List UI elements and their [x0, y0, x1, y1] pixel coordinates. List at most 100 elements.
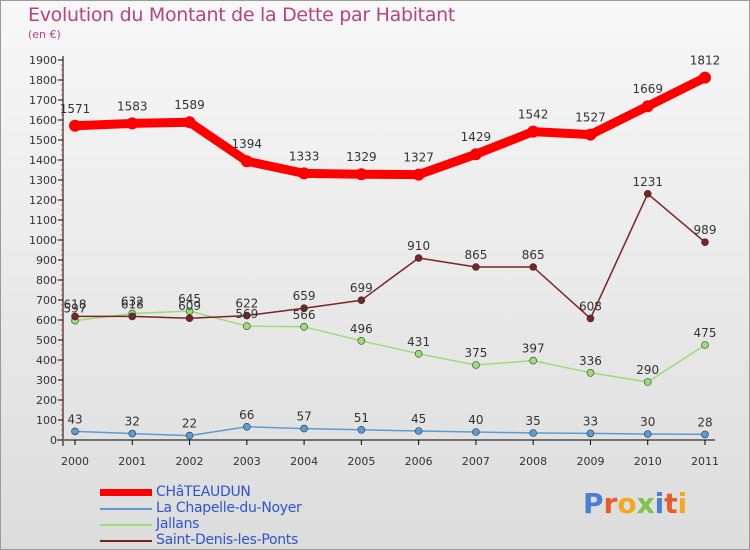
data-point [243, 311, 251, 320]
data-label: 618 [64, 297, 87, 311]
data-label: 1231 [632, 175, 663, 189]
data-label: 1327 [403, 151, 434, 165]
data-label: 645 [178, 292, 201, 306]
data-point [357, 296, 366, 305]
x-tick-label: 2000 [61, 455, 89, 468]
legend-swatch [100, 489, 152, 496]
data-point [357, 336, 366, 345]
series-line [74, 193, 706, 320]
y-tick-label: 1500 [29, 134, 57, 147]
data-point [298, 167, 311, 180]
data-label: 1429 [461, 130, 492, 144]
data-label: 1812 [690, 54, 721, 68]
data-point [240, 155, 253, 168]
data-point [414, 349, 423, 358]
x-tick-label: 2009 [576, 455, 604, 468]
data-point [469, 148, 482, 161]
data-label: 1527 [575, 111, 606, 125]
data-label: 35 [526, 414, 541, 428]
chart-title: Evolution du Montant de la Dette par Hab… [28, 4, 456, 26]
data-label: 632 [121, 295, 144, 309]
data-point [126, 117, 139, 130]
data-point [701, 238, 709, 246]
x-tick-label: 2004 [290, 455, 318, 468]
x-tick-label: 2005 [347, 455, 375, 468]
data-label: 1394 [232, 137, 263, 151]
x-tick-label: 2002 [176, 455, 204, 468]
data-label: 609 [178, 299, 201, 313]
data-point [586, 429, 595, 438]
data-label: 43 [67, 412, 82, 426]
x-tick-label: 2010 [634, 455, 662, 468]
data-label: 597 [64, 302, 87, 316]
logo-letter: r [603, 487, 618, 520]
data-label: 989 [694, 223, 717, 237]
legend-label: La Chapelle-du-Noyer [156, 500, 302, 516]
data-point [69, 119, 81, 132]
y-tick-label: 1000 [29, 234, 57, 247]
data-point [185, 314, 194, 323]
data-point [300, 322, 308, 331]
data-point [472, 361, 480, 369]
data-point [529, 263, 537, 271]
data-label: 1571 [60, 102, 91, 116]
data-point [185, 431, 194, 440]
data-point [414, 427, 423, 435]
data-label: 865 [464, 248, 487, 262]
y-tick-label: 1700 [29, 94, 57, 107]
data-point [529, 429, 537, 437]
data-point [586, 368, 595, 377]
y-tick-label: 900 [36, 254, 57, 267]
data-point [414, 254, 423, 262]
y-tick-label: 300 [36, 374, 57, 387]
proxiti-logo: Proxiti [583, 487, 687, 520]
data-label: 1669 [632, 82, 663, 96]
data-label: 28 [697, 415, 712, 429]
data-point [243, 322, 251, 331]
data-label: 66 [239, 408, 254, 422]
logo-letter: P [583, 487, 604, 520]
data-label: 57 [296, 410, 311, 424]
legend-label: CHâTEAUDUN [156, 484, 251, 500]
data-label: 865 [522, 248, 545, 262]
x-tick-label: 2001 [118, 455, 146, 468]
data-label: 22 [182, 417, 197, 431]
y-tick-label: 1800 [29, 74, 57, 87]
y-tick-label: 600 [36, 314, 57, 327]
data-point [357, 425, 366, 434]
data-label: 40 [468, 413, 483, 427]
x-tick-label: 2008 [519, 455, 547, 468]
y-tick-label: 1100 [29, 214, 57, 227]
data-point [701, 341, 709, 349]
data-label: 1583 [117, 99, 148, 113]
data-label: 1589 [174, 98, 205, 112]
data-label: 566 [293, 308, 316, 322]
data-point [71, 312, 79, 321]
data-point [71, 427, 79, 436]
data-point [529, 356, 537, 365]
data-label: 699 [350, 281, 373, 295]
data-point [472, 428, 480, 436]
data-point [584, 128, 597, 141]
data-point [527, 125, 540, 138]
x-tick-label: 2003 [233, 455, 261, 468]
chart-subtitle: (en €) [28, 28, 61, 41]
data-label: 618 [121, 297, 144, 311]
data-label: 1333 [289, 149, 320, 163]
data-point [586, 314, 595, 323]
y-tick-label: 500 [36, 334, 57, 347]
y-tick-label: 200 [36, 394, 57, 407]
data-label: 1542 [518, 108, 549, 122]
y-tick-label: 100 [36, 414, 57, 427]
data-label: 51 [354, 411, 369, 425]
data-point [128, 312, 137, 321]
data-point [643, 378, 652, 386]
series-line [74, 426, 706, 437]
data-point [355, 168, 368, 181]
data-label: 397 [522, 342, 545, 356]
y-tick-label: 0 [50, 434, 57, 447]
legend-label: Jallans [156, 516, 200, 532]
data-label: 32 [125, 415, 140, 429]
data-label: 431 [407, 335, 430, 349]
